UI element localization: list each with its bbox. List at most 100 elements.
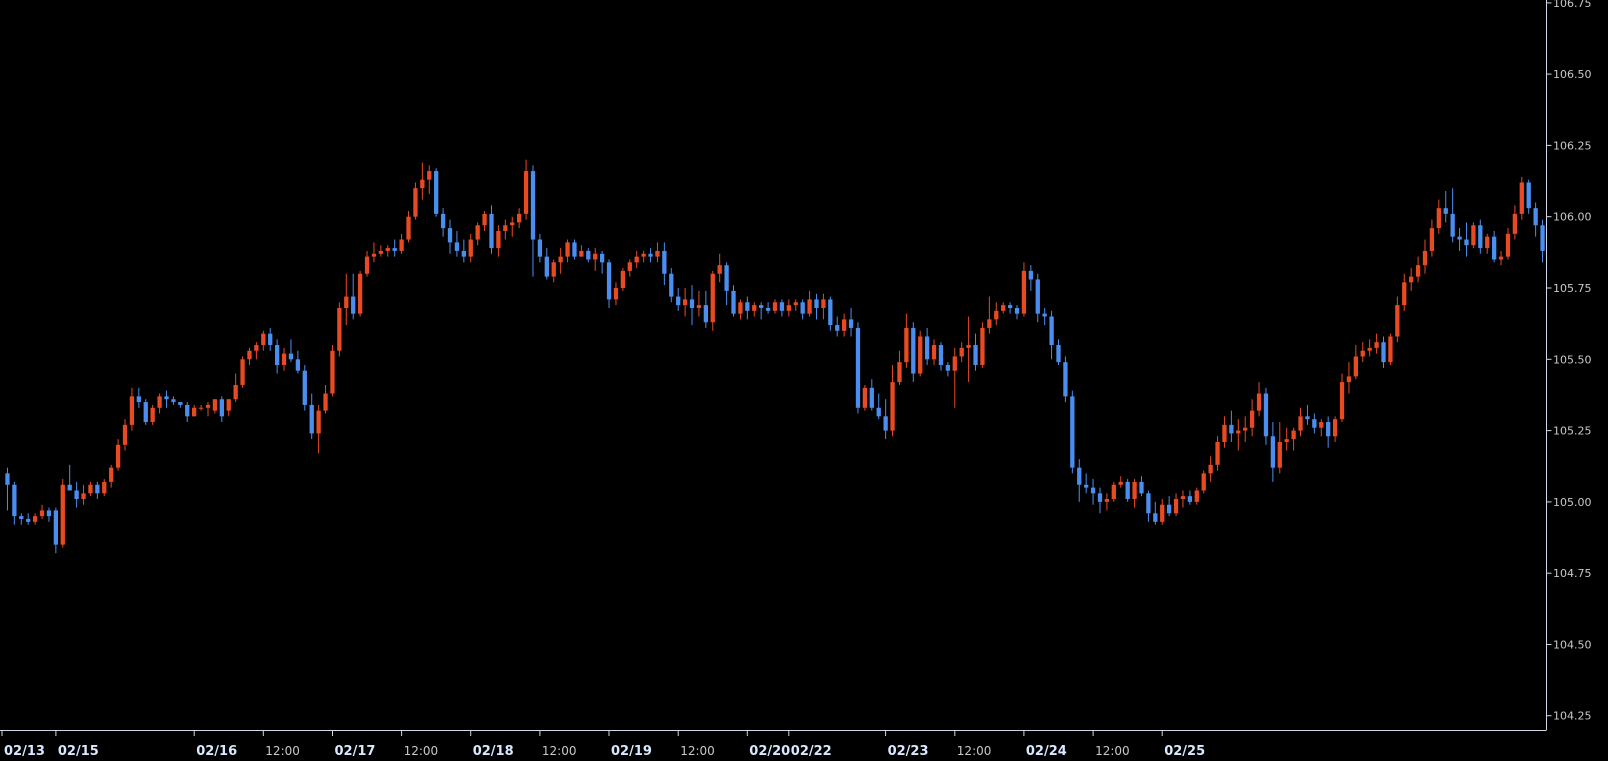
candle	[1256, 382, 1262, 417]
candle	[475, 222, 480, 246]
candle	[1346, 362, 1352, 394]
candle-body	[1001, 305, 1006, 311]
candle-body	[461, 250, 466, 257]
candle-body	[5, 473, 10, 485]
candle-body	[1284, 439, 1289, 442]
candle-body	[1415, 265, 1421, 277]
candle-body	[1187, 496, 1193, 502]
candle	[1215, 436, 1220, 471]
candle-body	[178, 402, 183, 405]
candle	[1014, 305, 1020, 320]
candle	[1409, 268, 1414, 291]
candle-body	[1070, 396, 1075, 468]
candle	[109, 464, 114, 488]
candle-body	[1471, 225, 1476, 246]
candle-body	[1305, 416, 1310, 420]
candle	[1028, 265, 1033, 291]
candle	[1049, 310, 1054, 360]
candle-body	[904, 327, 909, 363]
candle	[406, 211, 411, 243]
candle-body	[848, 319, 854, 328]
candle	[164, 390, 169, 408]
candle	[676, 288, 681, 311]
candle	[39, 504, 45, 519]
candle-body	[364, 256, 370, 274]
x-time-label: 12:00	[265, 744, 300, 758]
candle	[351, 273, 356, 320]
candle-body	[1512, 213, 1518, 234]
candle-body	[558, 256, 563, 263]
candle-body	[710, 273, 715, 323]
candle-body	[1277, 441, 1282, 468]
candle	[1478, 219, 1483, 254]
candle-body	[164, 396, 169, 400]
candle-body	[302, 370, 307, 405]
candle	[1077, 459, 1082, 502]
candle-body	[281, 353, 287, 365]
candle	[60, 479, 65, 548]
candle-body	[1526, 182, 1531, 209]
candle	[1540, 219, 1545, 263]
candle	[399, 233, 404, 254]
candle-body	[634, 256, 639, 263]
candle-body	[613, 288, 619, 300]
candle-body	[489, 213, 494, 249]
candle	[288, 339, 294, 363]
candle	[641, 250, 646, 263]
candle	[1208, 456, 1213, 482]
candle-body	[1360, 350, 1365, 357]
candle-body	[973, 345, 978, 365]
candle-body	[1125, 481, 1130, 500]
candle	[1132, 479, 1137, 508]
candle	[717, 253, 722, 283]
candle-body	[599, 253, 605, 263]
candle-body	[924, 336, 930, 360]
candle	[413, 182, 418, 220]
candle-body	[261, 333, 266, 346]
x-date-label: 02/24	[1026, 744, 1067, 759]
candle-body	[952, 356, 957, 371]
candle-body	[1540, 225, 1545, 251]
x-time-label: 12:00	[404, 744, 439, 758]
candle	[855, 322, 861, 414]
candle	[1146, 490, 1151, 522]
x-date-label: 02/16	[196, 744, 237, 759]
candle-body	[814, 299, 819, 308]
candle	[392, 239, 397, 257]
candle-body	[1519, 182, 1524, 214]
candle-body	[551, 262, 556, 277]
candle	[987, 296, 992, 334]
candle-body	[676, 296, 681, 306]
candle-body	[959, 347, 964, 357]
candle	[599, 250, 605, 274]
candle-body	[1042, 313, 1047, 317]
x-time-label: 12:00	[1095, 744, 1130, 758]
x-date-label: 02/17	[335, 744, 376, 759]
candle	[918, 330, 923, 377]
candle	[572, 239, 577, 260]
candle-body	[593, 253, 598, 260]
candle	[254, 342, 259, 360]
candle-body	[1402, 282, 1407, 306]
y-tick-label: 104.25	[1553, 710, 1592, 723]
candle-body	[1111, 484, 1116, 500]
candle-body	[1104, 499, 1110, 502]
y-tick-label: 104.75	[1553, 567, 1592, 580]
candle-body	[32, 516, 38, 522]
candle-body	[1014, 307, 1020, 314]
candle-body	[696, 305, 702, 308]
candle-body	[807, 299, 812, 314]
candle	[81, 484, 86, 505]
candle	[53, 507, 59, 554]
candle-body	[274, 345, 280, 365]
candle	[883, 399, 888, 440]
candle	[682, 288, 688, 317]
candle	[703, 290, 708, 328]
candle	[1104, 493, 1110, 511]
candle	[136, 387, 141, 408]
candle-body	[482, 213, 487, 226]
candle-body	[351, 296, 356, 314]
candle	[1526, 179, 1531, 214]
